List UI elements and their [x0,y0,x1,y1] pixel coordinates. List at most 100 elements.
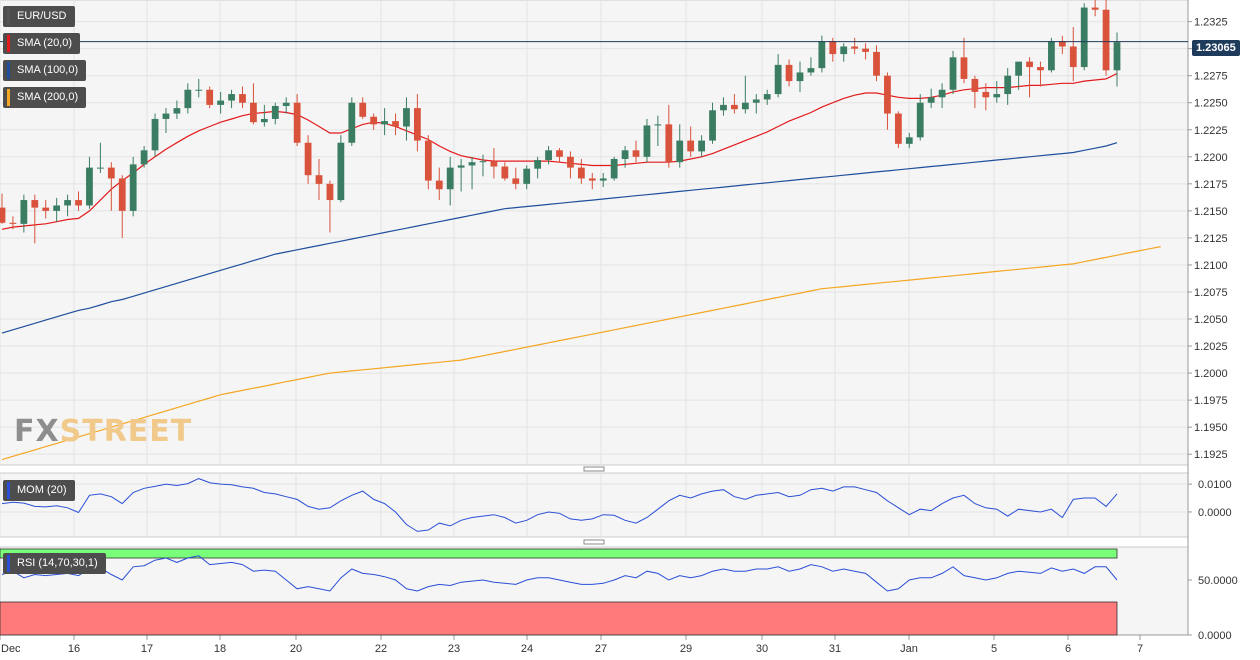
candle-body [414,108,421,141]
candle-body [720,104,727,111]
sma200-line [1,246,1161,461]
candle-body [173,108,181,114]
x-tick-label: 16 [68,643,80,655]
rsi-tick-label: 0.0000 [1198,630,1232,642]
candle-body [676,140,684,163]
candle-body [86,167,93,206]
candle-body [228,94,235,101]
mom-tick-label: 0.0000 [1198,507,1232,519]
candle-body [501,166,509,179]
candle-body [1015,61,1023,76]
sma200-legend[interactable]: SMA (200,0) [3,87,87,108]
candle-body [982,91,990,98]
candle-body [567,156,574,168]
candle-body [42,207,50,211]
price-tick-label: 1.2050 [1194,314,1228,326]
candle-body [556,150,563,157]
splitter-handle-1[interactable] [583,466,605,472]
candle-body [206,89,214,105]
candle-body [698,140,705,152]
candle-body [709,110,716,141]
x-tick-label: 24 [521,643,533,655]
candle-body [545,150,552,161]
candle-body [512,178,520,184]
candle-body [162,113,170,119]
price-tick-label: 1.2025 [1194,341,1228,353]
candle-body [774,64,782,95]
price-tick-label: 1.2275 [1194,71,1228,83]
price-tick-label: 1.2250 [1194,98,1228,110]
last-price-tag: 1.23065 [1192,40,1240,56]
candle-body [0,207,6,223]
sma100-legend[interactable]: SMA (100,0) [3,60,87,81]
candle-body [785,64,793,82]
x-tick-label: 27 [595,643,607,655]
price-tick-label: 1.1925 [1194,449,1228,461]
mom-panel-label[interactable]: MOM (20) [3,480,75,501]
rsi-oversold-zone [0,601,1118,636]
price-tick-label: 1.2225 [1194,125,1228,137]
candle-body [75,200,82,206]
candle-body [1113,42,1121,71]
candle-body [435,180,443,190]
candle-body [884,75,891,114]
sma100-line [1,142,1118,334]
candle-body [282,102,290,106]
candle-body [337,142,345,201]
candle-body [20,200,28,224]
candle-body [1004,75,1012,95]
candle-body [829,41,837,55]
candle-body [1069,46,1077,68]
sma20-label-text: SMA (20,0) [17,37,73,49]
candle-body [654,124,662,126]
price-tick-label: 1.2125 [1194,233,1228,245]
x-tick-label: 17 [141,643,153,655]
candle-body [424,140,432,181]
candle-body [763,94,771,100]
sma200-swatch [7,89,10,106]
price-tick-label: 1.2100 [1194,260,1228,272]
candle-body [195,89,203,91]
candle-body [523,168,531,184]
candle-body [894,113,902,144]
candle-body [873,51,880,76]
candle-body [916,102,924,138]
candle-body [993,94,1001,98]
rsi-overbought-zone [0,548,1118,559]
mom-tick-label: 0.0100 [1198,479,1232,491]
x-tick-label: 18 [214,643,226,655]
rsi-panel-label[interactable]: RSI (14,70,30,1) [3,553,106,574]
mom-swatch [7,482,10,499]
sma200-label-text: SMA (200,0) [17,91,79,103]
sma100-swatch [7,62,10,79]
mom-line [1,478,1118,532]
price-tick-label: 1.2150 [1194,206,1228,218]
candle-body [971,78,979,92]
candle-body [1026,61,1033,68]
rsi-line [1,555,1118,592]
candle-body [862,48,869,52]
price-tick-label: 1.2325 [1194,17,1228,29]
x-tick-label: 29 [680,643,692,655]
candle-body [588,178,596,181]
candle-body [315,175,323,184]
candle-body [643,125,651,157]
rsi-swatch [7,555,10,572]
sma20-legend[interactable]: SMA (20,0) [3,33,81,54]
mom-label-text: MOM (20) [17,484,67,496]
candle-body [840,46,848,55]
price-tick-label: 1.2075 [1194,287,1228,299]
splitter-handle-2[interactable] [583,539,605,545]
fxstreet-logo-street: STREET [59,414,193,449]
candle-body [348,102,356,143]
candle-body [468,162,476,166]
candle-body [632,150,640,157]
candle-body [64,200,71,206]
candle-body [359,102,367,117]
price-panel-label[interactable]: EUR/USD [3,6,75,27]
candle-body [599,178,607,181]
candle-body [577,167,585,179]
candle-body [818,41,826,69]
x-tick-label: 5 [991,643,997,655]
